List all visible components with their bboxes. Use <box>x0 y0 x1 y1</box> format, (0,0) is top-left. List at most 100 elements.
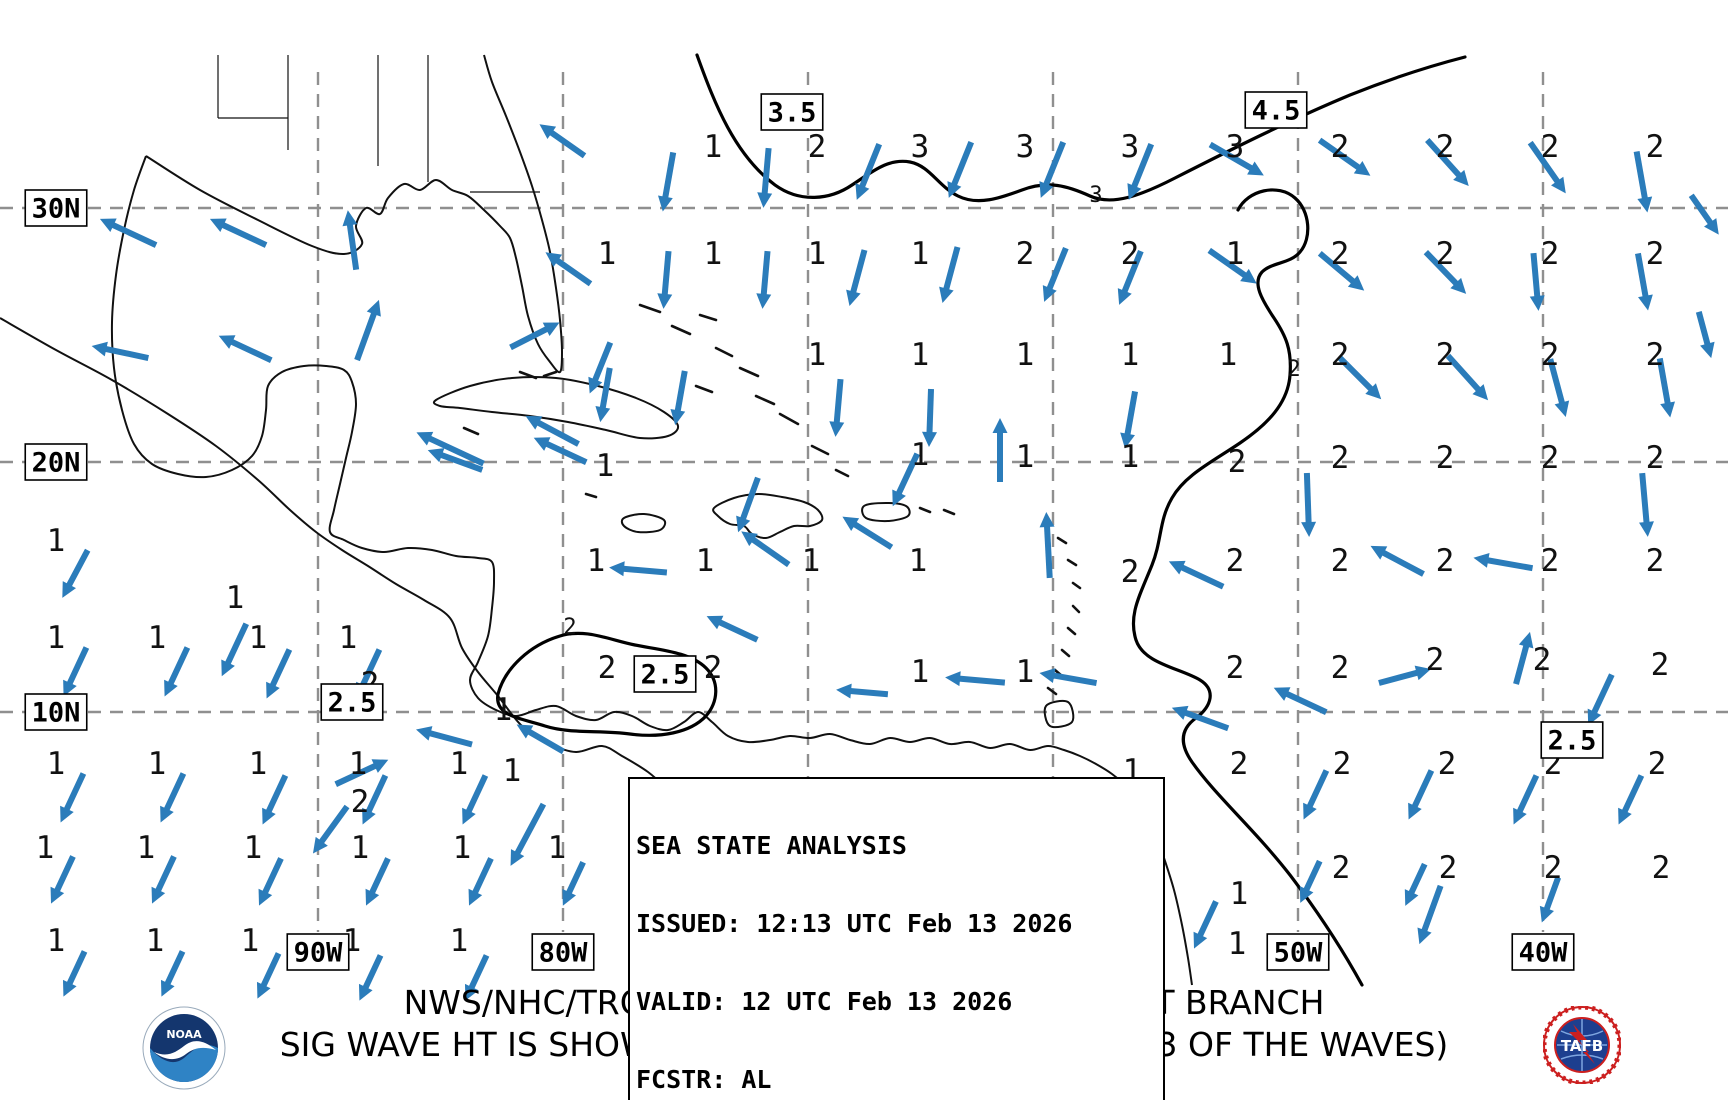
island <box>1066 558 1078 567</box>
swell-arrow <box>1633 150 1653 213</box>
island <box>584 492 598 499</box>
wave-height-value: 2 <box>1438 746 1457 782</box>
swell-arrow <box>595 367 613 423</box>
wave-height-value: 1 <box>47 523 66 559</box>
coastline <box>712 492 824 540</box>
wave-height-value: 1 <box>244 830 263 866</box>
wave-height-value: 3 <box>911 129 930 165</box>
latlon-gridlines <box>0 72 1728 932</box>
swell-arrow <box>262 774 289 825</box>
contour-inline-label: 3 <box>1089 183 1102 208</box>
island <box>942 508 956 516</box>
swell-arrow <box>1039 141 1067 198</box>
wave-height-value: 1 <box>47 620 66 656</box>
contour-label-2.5: 2.5 <box>320 683 384 721</box>
wave-height-value: 1 <box>1226 236 1245 272</box>
svg-text:50W: 50W <box>1274 938 1324 969</box>
lat-label-10N: 10N <box>24 693 88 731</box>
swell-arrow <box>757 147 773 208</box>
swell-arrow <box>1317 137 1371 176</box>
swell-arrow <box>258 857 284 906</box>
swell-arrow <box>1425 137 1469 187</box>
wave-height-value: 2 <box>1426 642 1445 678</box>
swell-arrow <box>50 855 76 904</box>
island <box>694 384 714 394</box>
wave-height-value: 2 <box>1436 236 1455 272</box>
wave-height-value: 2 <box>1541 337 1560 373</box>
island <box>638 303 662 314</box>
swell-arrow <box>1618 774 1645 825</box>
swell-arrow <box>1117 249 1144 305</box>
svg-text:10N: 10N <box>32 698 81 729</box>
swell-arrow <box>62 950 88 997</box>
svg-text:4.5: 4.5 <box>1252 96 1301 127</box>
info-issued: ISSUED: 12:13 UTC Feb 13 2026 <box>636 909 1073 938</box>
wave-height-value: 2 <box>1646 543 1665 579</box>
wave-height-value: 2 <box>1439 850 1458 886</box>
svg-text:90W: 90W <box>294 938 344 969</box>
wave-height-value: 1 <box>339 620 358 656</box>
wave-height-value: 2 <box>351 784 370 820</box>
wave-height-value: 1 <box>36 830 55 866</box>
swell-arrow <box>99 218 158 248</box>
wave-height-value: 1 <box>450 746 469 782</box>
swell-arrow <box>1120 390 1138 449</box>
lon-label-40W: 40W <box>1511 933 1575 971</box>
island <box>1066 626 1077 636</box>
wave-height-value: 2 <box>1228 444 1247 480</box>
swell-arrow <box>1039 668 1098 686</box>
swell-arrow <box>416 431 485 467</box>
lat-label-20N: 20N <box>24 443 88 481</box>
swell-arrow <box>1042 246 1069 302</box>
wave-height-value: 1 <box>802 543 821 579</box>
svg-text:40W: 40W <box>1519 938 1569 969</box>
island <box>1046 686 1058 696</box>
swell-arrow <box>1378 665 1432 686</box>
coastline <box>1043 699 1075 729</box>
swell-arrow <box>1127 143 1155 200</box>
wave-height-value: 1 <box>148 620 167 656</box>
coastline <box>861 502 911 523</box>
wave-height-value: 1 <box>909 543 928 579</box>
swell-arrow <box>1168 560 1225 590</box>
swell-arrow <box>164 646 191 697</box>
swell-arrow <box>1639 472 1654 537</box>
wave-height-value: 1 <box>1230 876 1249 912</box>
lat-label-30N: 30N <box>24 189 88 227</box>
swell-arrow <box>1207 247 1257 284</box>
swell-arrow <box>545 252 593 287</box>
coastline <box>620 512 667 534</box>
swell-arrow <box>1635 252 1653 311</box>
wave-height-value: 2 <box>1331 440 1350 476</box>
swell-arrow <box>1417 884 1444 945</box>
wave-height-value: 2 <box>1533 642 1552 678</box>
wave-height-value: 1 <box>47 746 66 782</box>
wave-height-value: 2 <box>1331 650 1350 686</box>
wave-height-value: 1 <box>1228 926 1247 962</box>
swell-arrow <box>468 857 494 906</box>
svg-text:80W: 80W <box>539 938 589 969</box>
swell-arrow <box>658 151 677 212</box>
state-borders <box>217 55 540 193</box>
swell-arrow <box>62 548 91 598</box>
wave-height-value: 1 <box>1016 337 1035 373</box>
wave-height-value: 2 <box>1331 543 1350 579</box>
swell-arrow <box>510 802 547 866</box>
lon-label-80W: 80W <box>531 933 595 971</box>
wave-height-value: 1 <box>146 923 165 959</box>
wave-height-value: 2 <box>1646 129 1665 165</box>
swell-arrow <box>1445 353 1489 401</box>
wave-height-value: 2 <box>704 650 723 686</box>
wave-height-value: 2 <box>1331 129 1350 165</box>
wave-height-value: 1 <box>349 746 368 782</box>
noaa-logo: NOAA <box>142 1006 226 1090</box>
coastlines <box>0 54 1193 986</box>
wave-height-value: 2 <box>1331 236 1350 272</box>
island <box>1071 604 1081 614</box>
contour-label-4.5: 4.5 <box>1244 91 1308 129</box>
wave-height-value: 2 <box>1646 236 1665 272</box>
swell-arrow <box>562 860 586 906</box>
swell-arrow <box>415 726 473 748</box>
swell-arrow <box>160 950 186 997</box>
swell-arrow <box>342 210 360 271</box>
